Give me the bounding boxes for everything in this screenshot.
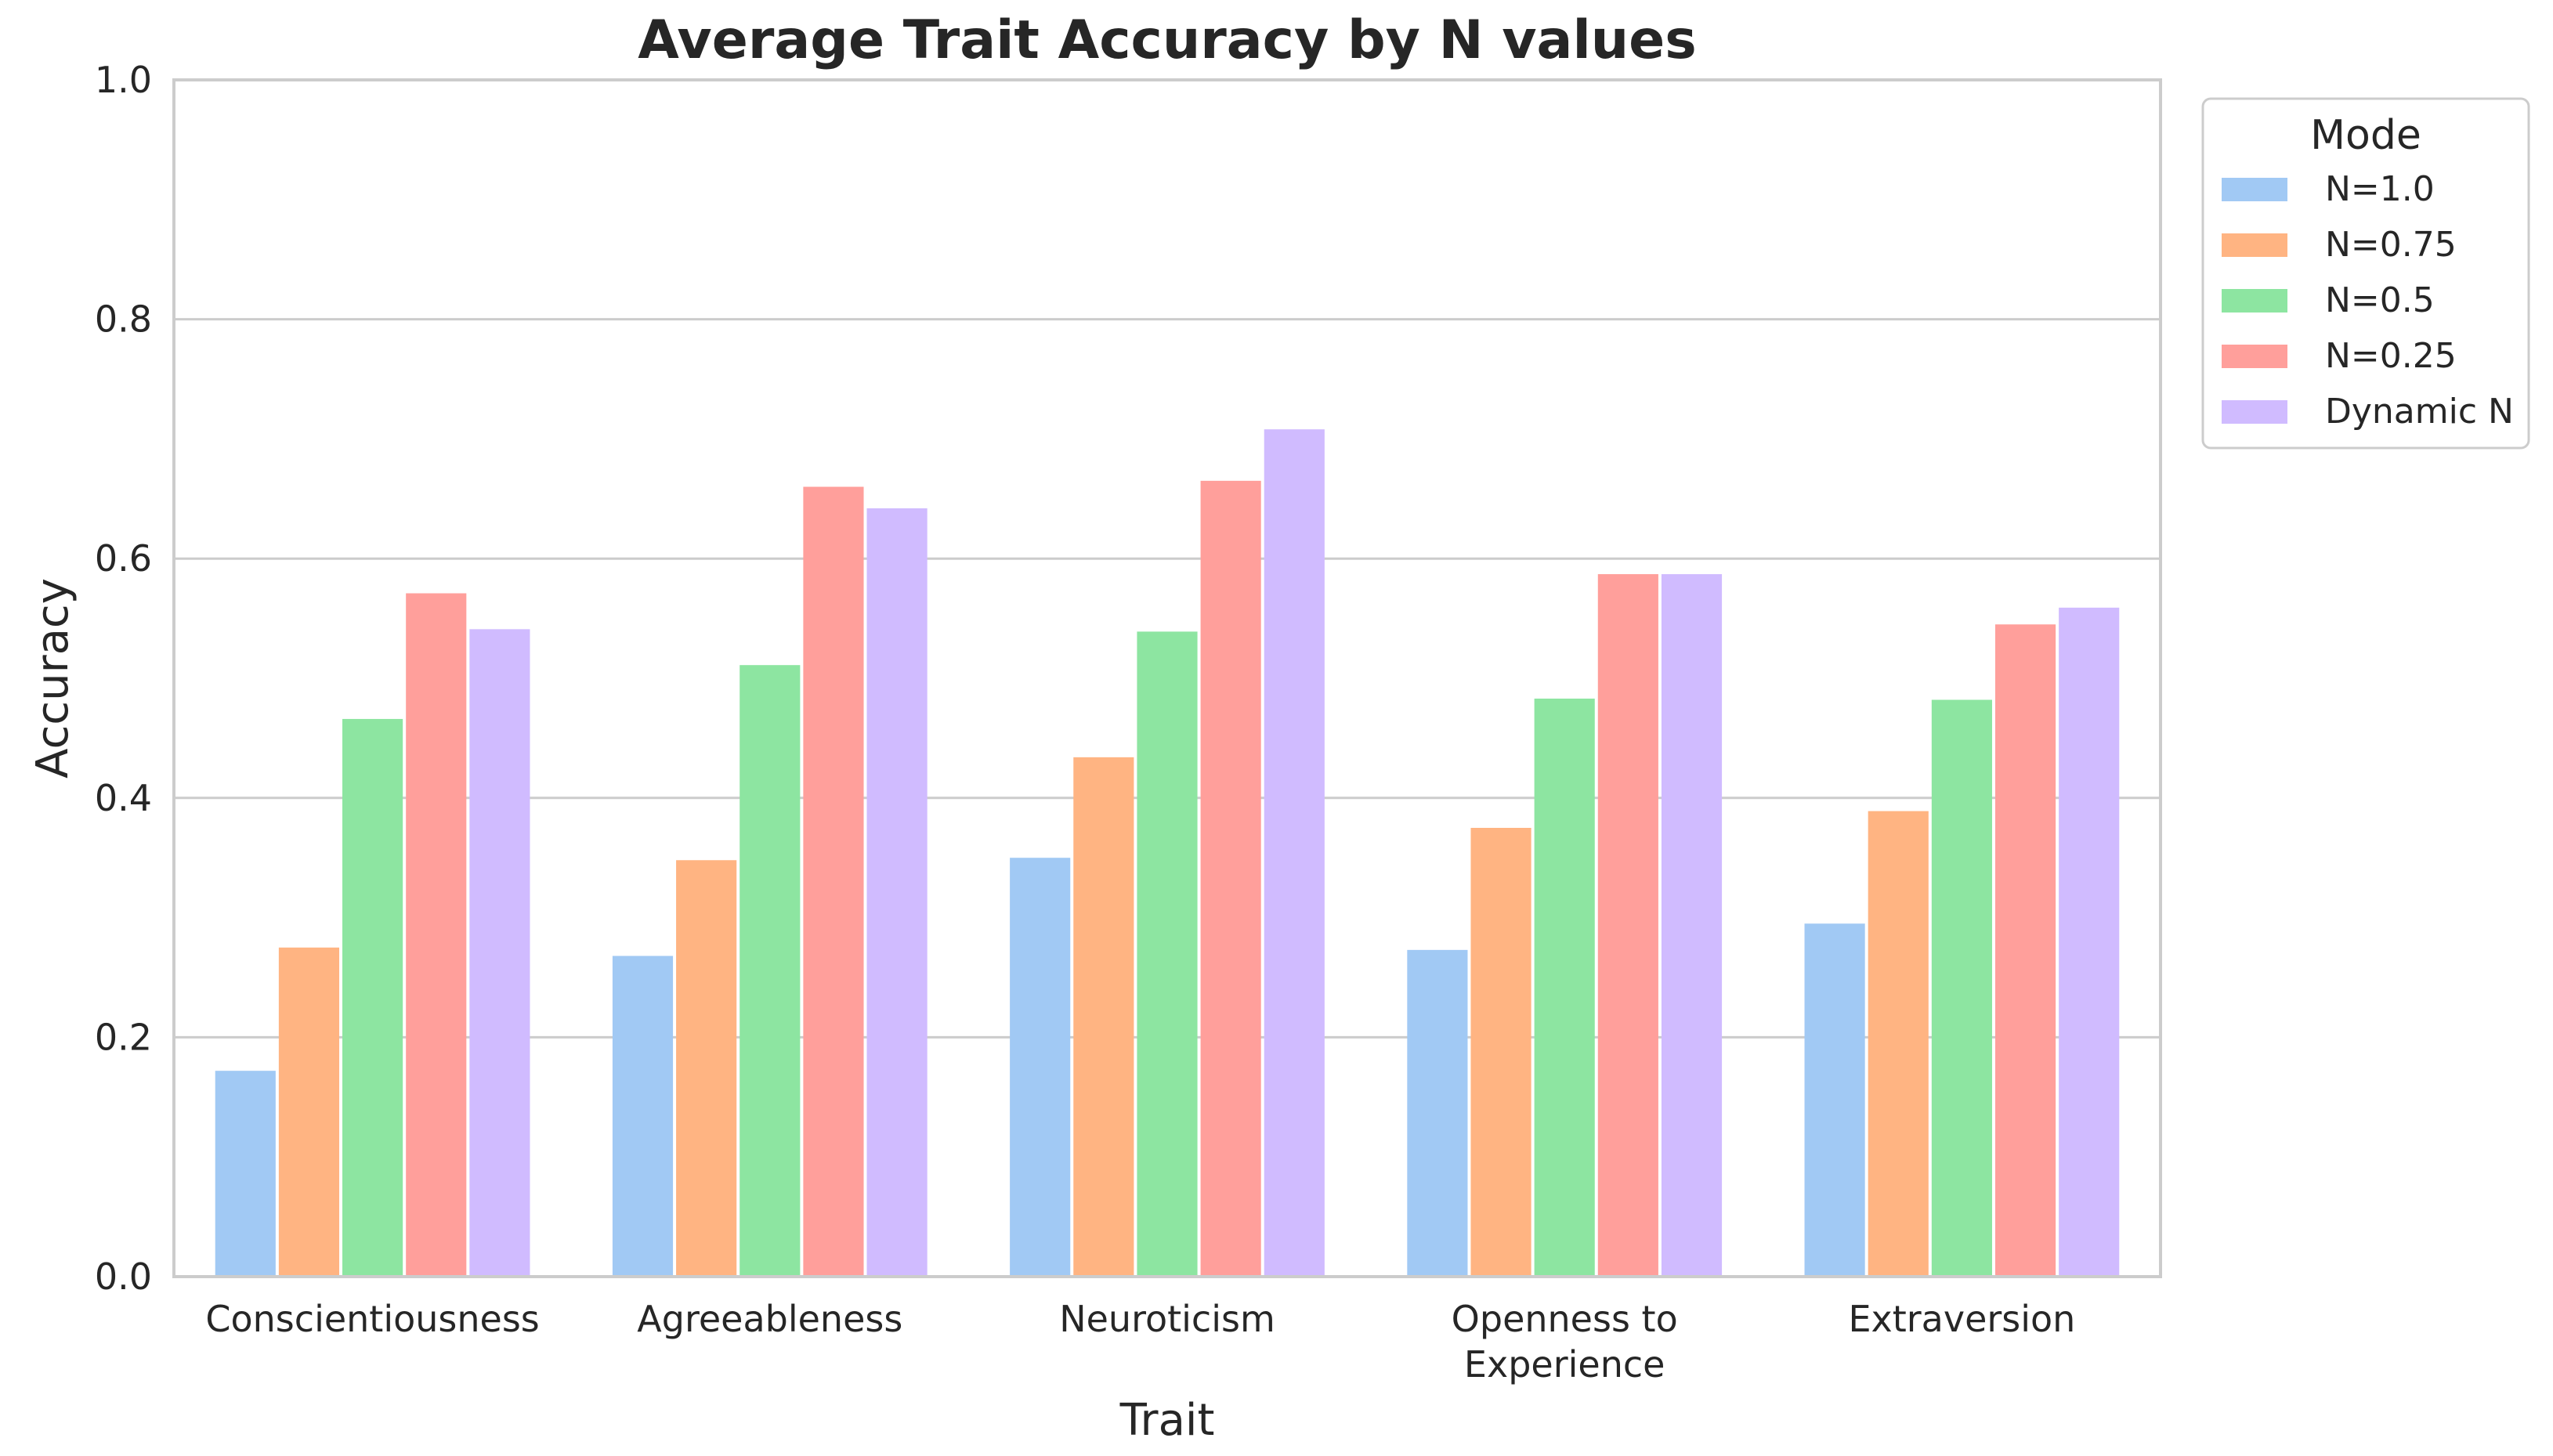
x-tick-label-line: Conscientiousness [205, 1298, 539, 1340]
bar-neuroticism-n-1-0 [1010, 858, 1071, 1277]
chart-title: Average Trait Accuracy by N values [638, 9, 1697, 71]
bar-openness-to-experience-n-1-0 [1407, 949, 1468, 1277]
bar-neuroticism-n-0-25 [1200, 480, 1261, 1277]
legend-swatch-n-0-25 [2222, 345, 2287, 368]
bar-agreeableness-n-0-75 [676, 860, 737, 1277]
bar-conscientiousness-n-0-75 [278, 947, 340, 1277]
x-tick-labels: Conscientiousness Agreeableness Neuroticis… [205, 1298, 2075, 1386]
x-tick-label-line: Experience [1464, 1343, 1665, 1386]
bar-conscientiousness-n-0-25 [406, 593, 467, 1277]
bar-openness-to-experience-n-0-25 [1597, 574, 1658, 1277]
x-tick-label-line: Agreeableness [637, 1298, 902, 1340]
x-tick-label: Conscientiousness [205, 1298, 539, 1340]
bar-extraversion-n-0-25 [1994, 624, 2056, 1277]
bar-neuroticism-n-0-5 [1137, 631, 1198, 1277]
legend-label-n-0-25: N=0.25 [2325, 336, 2457, 376]
bar-extraversion-n-0-5 [1931, 699, 1992, 1277]
y-tick-label: 0.6 [95, 537, 152, 580]
bar-conscientiousness-n-0-5 [342, 718, 403, 1277]
x-tick-label: Extraversion [1848, 1298, 2075, 1340]
bar-agreeableness-n-1-0 [612, 956, 674, 1277]
legend-swatch-n-0-5 [2222, 289, 2287, 313]
y-tick-label: 0.8 [95, 298, 152, 341]
legend-swatch-n-1-0 [2222, 178, 2287, 201]
legend-swatch-n-0-75 [2222, 233, 2287, 257]
bar-conscientiousness-n-1-0 [215, 1071, 276, 1277]
bar-agreeableness-n-0-5 [740, 665, 801, 1277]
x-tick-label: Neuroticism [1059, 1298, 1275, 1340]
legend-title: Mode [2310, 112, 2421, 159]
x-tick-label: Openness to Experience [1452, 1298, 1678, 1386]
bar-agreeableness-n-0-25 [803, 486, 864, 1277]
y-tick-label: 0.4 [95, 777, 152, 819]
bar-conscientiousness-dynamic-n [469, 629, 530, 1277]
x-tick-label-line: Extraversion [1848, 1298, 2075, 1340]
bar-extraversion-n-0-75 [1868, 811, 1929, 1277]
bar-openness-to-experience-dynamic-n [1661, 574, 1723, 1277]
legend-label-n-1-0: N=1.0 [2325, 169, 2435, 209]
x-tick-label-line: Openness to [1452, 1298, 1678, 1340]
bar-openness-to-experience-n-0-75 [1470, 828, 1531, 1277]
legend-swatch-dynamic-n [2222, 400, 2287, 424]
bar-neuroticism-n-0-75 [1073, 757, 1134, 1277]
bars [215, 429, 2120, 1277]
x-tick-label: Agreeableness [637, 1298, 902, 1340]
plot-frame [172, 78, 2162, 1278]
bar-openness-to-experience-n-0-5 [1534, 698, 1595, 1277]
x-axis-label: Trait [1119, 1395, 1215, 1446]
legend-label-n-0-5: N=0.5 [2325, 280, 2435, 320]
bar-extraversion-dynamic-n [2059, 607, 2120, 1277]
bar-extraversion-n-1-0 [1804, 923, 1865, 1277]
legend-label-n-0-75: N=0.75 [2325, 225, 2457, 265]
bar-neuroticism-dynamic-n [1264, 429, 1325, 1277]
y-axis-label: Accuracy [27, 578, 78, 779]
y-tick-label: 0.0 [95, 1255, 152, 1298]
legend-items: N=1.0 N=0.75 N=0.5 N=0.25 Dynamic N [2222, 169, 2514, 432]
y-tick-label: 0.2 [95, 1016, 152, 1058]
legend-label-dynamic-n: Dynamic N [2325, 392, 2514, 432]
legend: Mode N=1.0 N=0.75 N=0.5 N=0.25 Dynamic N [2201, 97, 2530, 450]
bar-agreeableness-dynamic-n [866, 508, 928, 1277]
x-tick-label-line: Neuroticism [1059, 1298, 1275, 1340]
y-tick-label: 1.0 [95, 59, 152, 101]
y-tick-labels: 0.0 0.2 0.4 0.6 0.8 1.0 [95, 59, 152, 1298]
